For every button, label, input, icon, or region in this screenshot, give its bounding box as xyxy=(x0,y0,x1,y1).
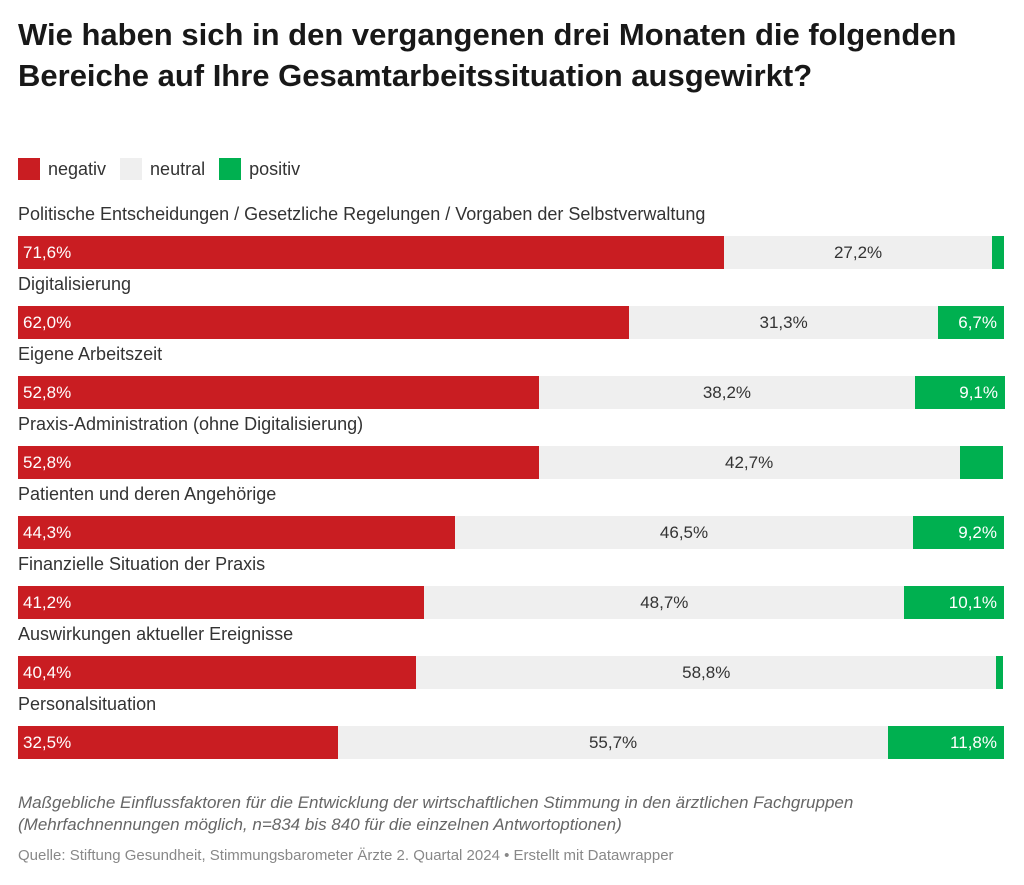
data-label-negativ: 40,4% xyxy=(23,663,72,682)
data-label-negativ: 52,8% xyxy=(23,453,72,472)
legend-item-positiv: positiv xyxy=(219,158,300,180)
data-label-negativ: 71,6% xyxy=(23,243,72,262)
data-label-neutral: 46,5% xyxy=(659,523,709,542)
bar-negativ xyxy=(18,236,724,269)
bar-negativ xyxy=(18,726,339,759)
legend-label-neutral: neutral xyxy=(150,158,206,179)
bar-positiv xyxy=(992,236,1004,269)
legend: negativ neutral positiv xyxy=(18,158,314,180)
data-label-neutral: 27,2% xyxy=(833,243,883,262)
category-label: Finanzielle Situation der Praxis xyxy=(18,554,266,574)
category-label: Patienten und deren Angehörige xyxy=(18,484,277,504)
data-label-negativ: 44,3% xyxy=(23,523,72,542)
legend-swatch-positiv xyxy=(219,158,242,180)
legend-item-negativ: negativ xyxy=(18,158,106,180)
bar-positiv xyxy=(959,446,1003,479)
bar-positiv xyxy=(915,376,1005,409)
bar-neutral xyxy=(416,656,997,689)
category-label: Personalsituation xyxy=(18,694,157,714)
chart-title: Wie haben sich in den vergangenen drei M… xyxy=(18,17,957,93)
category-label: Auswirkungen aktueller Ereignisse xyxy=(18,624,294,644)
data-label-positiv: 10,1% xyxy=(948,593,997,612)
bar-negativ xyxy=(18,446,539,479)
data-label-neutral: 38,2% xyxy=(702,383,752,402)
data-label-negativ: 32,5% xyxy=(23,733,72,752)
bar-neutral xyxy=(454,516,914,549)
legend-swatch-negativ xyxy=(18,158,40,180)
bar-neutral xyxy=(424,586,905,619)
bar-positiv xyxy=(937,306,1004,339)
data-label-neutral: 31,3% xyxy=(759,313,808,332)
bar-positiv xyxy=(887,726,1004,759)
chart-notes: Maßgebliche Einflussfaktoren für die Ent… xyxy=(18,793,854,834)
bar-negativ xyxy=(18,516,455,549)
stacked-bar-chart: Politische Entscheidungen / Gesetzliche … xyxy=(18,204,1005,759)
bar-neutral xyxy=(338,726,888,759)
data-label-positiv: 11,8% xyxy=(950,733,997,752)
data-label-positiv: 9,1% xyxy=(959,383,998,402)
data-label-neutral: 48,7% xyxy=(640,593,689,612)
data-label-positiv: 6,7% xyxy=(958,313,997,332)
category-label: Eigene Arbeitszeit xyxy=(18,344,163,364)
bar-positiv xyxy=(913,516,1004,549)
chart-source: Quelle: Stiftung Gesundheit, Stimmungsba… xyxy=(18,847,674,864)
bar-positiv xyxy=(904,586,1004,619)
data-label-negativ: 52,8% xyxy=(23,383,72,402)
bar-positiv xyxy=(996,656,1003,689)
legend-swatch-neutral xyxy=(120,158,143,180)
category-label: Digitalisierung xyxy=(18,274,132,294)
data-label-neutral: 58,8% xyxy=(682,663,731,682)
data-label-negativ: 41,2% xyxy=(23,593,72,612)
data-label-neutral: 42,7% xyxy=(725,453,774,472)
data-label-negativ: 62,0% xyxy=(23,313,72,332)
bar-negativ xyxy=(18,306,630,339)
data-label-neutral: 55,7% xyxy=(588,733,638,752)
legend-item-neutral: neutral xyxy=(120,158,205,180)
bar-neutral xyxy=(629,306,938,339)
bar-negativ xyxy=(18,586,425,619)
legend-label-positiv: positiv xyxy=(249,158,301,179)
bar-negativ xyxy=(18,376,539,409)
category-label: Praxis-Administration (ohne Digitalisier… xyxy=(18,414,364,434)
category-label: Politische Entscheidungen / Gesetzliche … xyxy=(18,204,706,224)
bar-negativ xyxy=(18,656,417,689)
legend-label-negativ: negativ xyxy=(48,158,107,179)
bar-neutral xyxy=(538,376,916,409)
data-label-positiv: 9,2% xyxy=(958,523,997,542)
bar-neutral xyxy=(723,236,993,269)
bar-neutral xyxy=(538,446,960,479)
